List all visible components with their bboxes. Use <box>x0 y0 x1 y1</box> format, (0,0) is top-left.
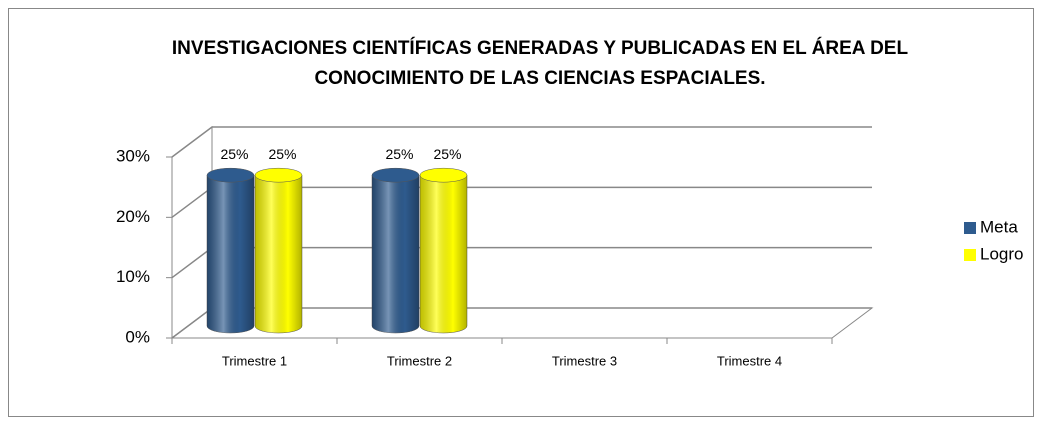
value-label: 25% <box>268 146 296 162</box>
bar-shine <box>420 175 467 333</box>
y-tick-label: 0% <box>125 327 150 346</box>
bar-shine <box>372 175 419 333</box>
bar-top <box>206 167 255 183</box>
x-tick-label: Trimestre 4 <box>717 353 782 368</box>
grid-line <box>171 126 872 158</box>
legend-label: Logro <box>980 244 1023 263</box>
bar-shine <box>255 175 302 333</box>
y-tick-label: 30% <box>116 146 150 165</box>
bar-shine <box>207 175 254 333</box>
x-tick-label: Trimestre 1 <box>222 353 287 368</box>
x-tick-label: Trimestre 2 <box>387 353 452 368</box>
bar-top <box>419 167 468 183</box>
value-label: 25% <box>385 146 413 162</box>
legend-swatch <box>964 222 976 234</box>
chart-title: INVESTIGACIONES CIENTÍFICAS GENERADAS Y … <box>171 38 909 89</box>
bar-top <box>254 167 303 183</box>
y-tick-label: 20% <box>116 207 150 226</box>
legend-swatch <box>964 249 976 261</box>
x-tick-label: Trimestre 3 <box>552 353 617 368</box>
value-label: 25% <box>220 146 248 162</box>
value-label: 25% <box>433 146 461 162</box>
bar-top <box>371 167 420 183</box>
y-tick-label: 10% <box>116 267 150 286</box>
legend-label: Meta <box>980 217 1018 236</box>
